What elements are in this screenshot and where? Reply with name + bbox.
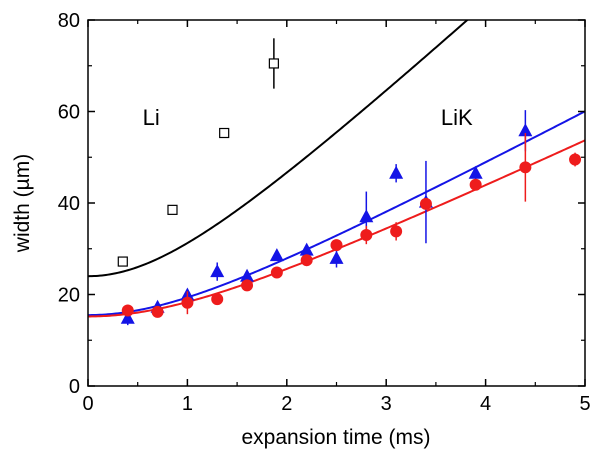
data-point-triangle [269,248,284,262]
x-tick-label: 2 [281,393,292,415]
axis-ticks: 0 1 2 3 4 5 0 20 40 60 80 [58,10,591,415]
data-point-square [268,58,279,69]
fit-curve [88,139,585,318]
y-tick-label: 20 [58,285,80,307]
data-point-circle [569,153,582,166]
data-point-circle [390,225,403,238]
data-point-triangle [299,242,314,256]
data-point-circle [419,197,432,210]
data-point-circle [360,229,373,242]
data-point-square [117,256,128,267]
data-point-triangle [120,310,135,324]
data-point-circle [300,254,313,267]
plot-frame [87,19,586,387]
data-point-circle [121,304,134,317]
data-point-triangle [518,123,533,137]
fit-curve [88,110,585,317]
annotation-lik: LiK [441,105,473,130]
x-tick-label: 4 [480,393,491,415]
y-tick-label: 40 [58,193,80,215]
y-axis-label: width (µm) [11,154,34,253]
data-point-triangle [359,209,374,223]
data-point-triangle [329,250,344,264]
x-tick-label: 0 [82,393,93,415]
data-point-triangle [240,268,255,282]
data-point-square [219,127,230,139]
y-tick-label: 60 [58,102,80,124]
x-tick-label: 5 [579,393,590,415]
x-axis-label: expansion time (ms) [241,426,430,449]
data-point-circle [270,266,283,279]
data-point-circle [469,178,482,191]
data-point-circle [151,305,164,318]
fit-curve [88,20,469,278]
fit-curves [88,20,585,318]
x-tick-label: 3 [381,393,392,415]
y-tick-label: 80 [58,10,80,32]
data-point-circle [211,293,224,306]
x-tick-label: 1 [182,393,193,415]
data-point-circle [519,161,532,174]
data-series [117,38,582,326]
data-point-circle [181,296,194,309]
y-tick-label: 0 [69,376,80,398]
data-point-circle [241,279,254,292]
data-point-triangle [210,264,225,278]
data-point-square [167,204,178,215]
data-point-triangle [389,165,404,179]
data-point-triangle [468,165,483,179]
annotation-li: Li [143,105,160,130]
data-point-circle [330,239,343,252]
